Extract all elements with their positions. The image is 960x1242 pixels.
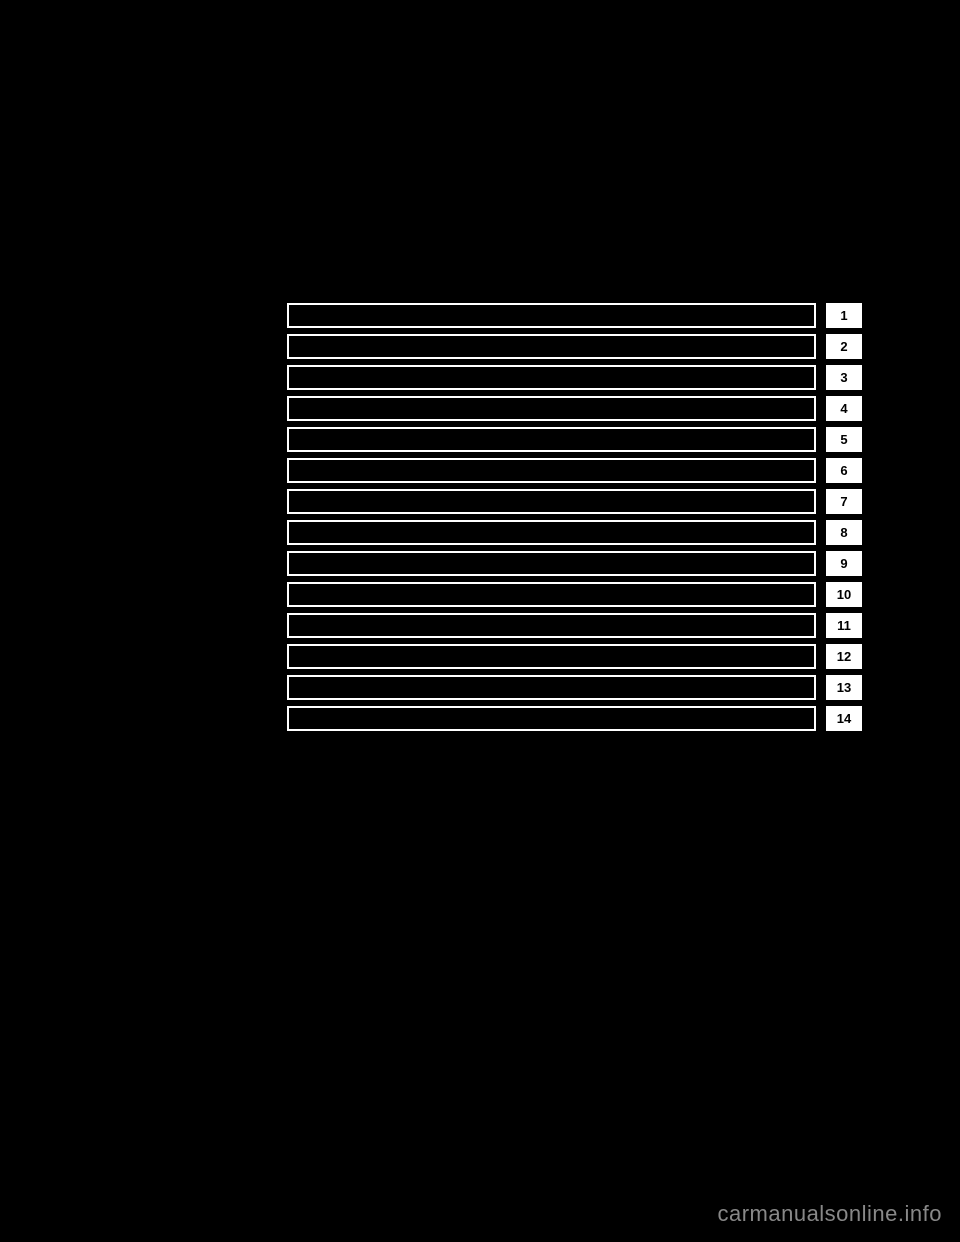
toc-row[interactable]: 3: [287, 365, 862, 390]
toc-number: 9: [826, 551, 862, 576]
toc-number: 4: [826, 396, 862, 421]
toc-row[interactable]: 11: [287, 613, 862, 638]
toc-label: [287, 365, 816, 390]
toc-number: 10: [826, 582, 862, 607]
watermark-text: carmanualsonline.info: [717, 1201, 942, 1227]
toc-label: [287, 303, 816, 328]
toc-row[interactable]: 4: [287, 396, 862, 421]
toc-row[interactable]: 2: [287, 334, 862, 359]
toc-row[interactable]: 5: [287, 427, 862, 452]
toc-row[interactable]: 12: [287, 644, 862, 669]
toc-number: 8: [826, 520, 862, 545]
toc-number: 1: [826, 303, 862, 328]
toc-number: 7: [826, 489, 862, 514]
toc-label: [287, 582, 816, 607]
toc-label: [287, 334, 816, 359]
toc-number: 3: [826, 365, 862, 390]
toc-row[interactable]: 7: [287, 489, 862, 514]
toc-label: [287, 458, 816, 483]
toc-row[interactable]: 9: [287, 551, 862, 576]
toc-label: [287, 489, 816, 514]
toc-row[interactable]: 14: [287, 706, 862, 731]
toc-label: [287, 396, 816, 421]
toc-row[interactable]: 8: [287, 520, 862, 545]
toc-row[interactable]: 6: [287, 458, 862, 483]
toc-label: [287, 613, 816, 638]
toc-label: [287, 520, 816, 545]
toc-row[interactable]: 1: [287, 303, 862, 328]
toc-row[interactable]: 10: [287, 582, 862, 607]
toc-number: 6: [826, 458, 862, 483]
toc-label: [287, 427, 816, 452]
toc-number: 14: [826, 706, 862, 731]
toc-label: [287, 675, 816, 700]
toc-number: 5: [826, 427, 862, 452]
toc-number: 12: [826, 644, 862, 669]
toc-number: 11: [826, 613, 862, 638]
toc-label: [287, 551, 816, 576]
toc-label: [287, 644, 816, 669]
toc-number: 2: [826, 334, 862, 359]
toc-row[interactable]: 13: [287, 675, 862, 700]
table-of-contents: 1 2 3 4 5 6 7 8 9 10 11 12: [287, 303, 862, 737]
toc-label: [287, 706, 816, 731]
toc-number: 13: [826, 675, 862, 700]
